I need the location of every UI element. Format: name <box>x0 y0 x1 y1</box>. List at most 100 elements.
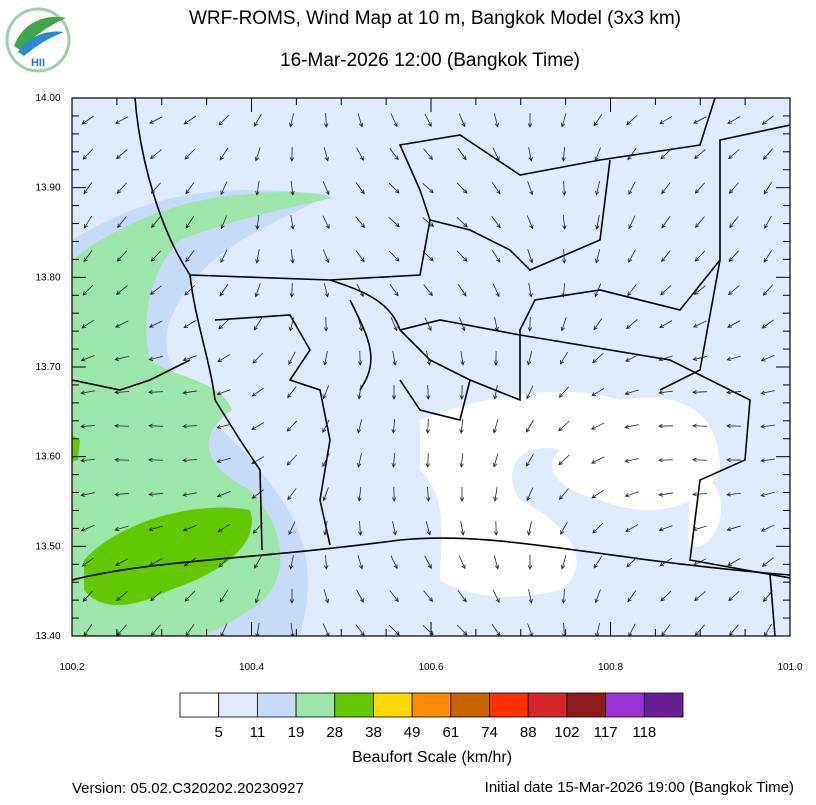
lat-label: 14.00 <box>35 93 60 104</box>
wind-arrow <box>323 147 330 162</box>
wind-arrow <box>626 556 638 568</box>
wind-arrow <box>527 316 533 332</box>
wind-arrow <box>80 355 95 362</box>
wind-arrow <box>526 385 534 400</box>
wind-arrow <box>659 557 673 567</box>
legend-swatch <box>411 692 452 718</box>
wind-arrow <box>661 216 671 229</box>
wind-arrow <box>149 285 162 295</box>
wind-arrow <box>593 555 603 569</box>
wind-arrow <box>388 250 400 262</box>
wind-arrow <box>693 149 706 160</box>
wind-arrow <box>661 182 671 195</box>
wind-arrow <box>692 389 708 395</box>
wind-arrow <box>595 181 600 196</box>
wind-arrow <box>456 216 468 228</box>
wind-arrow <box>254 113 262 127</box>
wind-arrow <box>491 181 501 195</box>
wind-arrow <box>728 182 739 195</box>
wind-arrow <box>254 555 262 569</box>
title: WRF-ROMS, Wind Map at 10 m, Bangkok Mode… <box>189 8 681 29</box>
wind-arrow <box>323 589 330 604</box>
wind-arrow <box>389 590 399 603</box>
wind-arrow <box>692 423 708 428</box>
wind-arrow <box>357 350 363 366</box>
legend-swatch <box>450 692 490 718</box>
wind-arrow <box>423 148 433 161</box>
wind-arrow <box>527 181 534 196</box>
wind-arrow <box>526 487 534 502</box>
wind-arrow <box>528 589 533 604</box>
initial-date: Initial date 15-Mar-2026 19:00 (Bangkok … <box>485 779 794 796</box>
wind-arrow <box>458 113 466 128</box>
wind-arrow <box>254 147 261 162</box>
wind-arrow <box>527 623 534 636</box>
wind-arrow <box>355 182 365 195</box>
wind-arrow <box>594 589 601 604</box>
wind-arrow <box>116 624 127 636</box>
wind-arrow <box>322 181 330 196</box>
wind-arrow <box>693 285 706 295</box>
wind-arrow <box>251 387 264 397</box>
legend-label: 74 <box>481 724 498 741</box>
wind-arrow <box>726 492 742 497</box>
wind-arrow <box>526 351 533 366</box>
wind-arrow <box>527 112 533 128</box>
wind-arrow <box>760 524 775 532</box>
wind-arrow <box>80 390 95 395</box>
wind-arrow <box>424 113 432 128</box>
wind-arrow <box>290 215 295 230</box>
wind-arrow <box>357 385 362 400</box>
wind-arrow <box>357 419 363 434</box>
wind-arrow <box>456 182 468 194</box>
wind-arrow <box>184 590 196 602</box>
wind-arrow <box>760 354 775 362</box>
wind-arrow <box>491 249 501 263</box>
wind-arrow <box>422 182 434 194</box>
wind-arrow <box>218 556 230 568</box>
wind-arrow <box>457 590 467 603</box>
wind-arrow <box>659 115 673 125</box>
wind-arrow <box>289 588 295 604</box>
wind-arrow <box>426 486 431 502</box>
wind-arrow <box>627 284 637 297</box>
wind-arrow <box>729 216 739 229</box>
wind-arrow <box>560 555 567 570</box>
wind-arrow <box>83 182 93 195</box>
wind-arrow <box>560 521 568 535</box>
wind-arrow <box>114 390 130 395</box>
wind-arrow <box>185 215 195 229</box>
wind-arrow <box>83 250 93 263</box>
wind-arrow <box>391 418 396 434</box>
wind-arrow <box>251 456 265 464</box>
wind-arrow <box>423 284 433 297</box>
legend-label: 49 <box>404 724 421 741</box>
wind-arrow <box>392 521 397 536</box>
wind-arrow <box>322 487 329 502</box>
lat-label: 13.80 <box>35 272 60 283</box>
wind-arrow <box>625 524 639 532</box>
wind-arrow <box>148 423 164 429</box>
wind-arrow <box>116 591 128 602</box>
wind-arrow <box>660 148 672 160</box>
wind-arrow <box>286 420 298 432</box>
wind-arrow <box>148 390 164 395</box>
wind-arrow <box>149 558 163 566</box>
wind-arrow <box>220 623 228 636</box>
wind-arrow <box>182 458 198 463</box>
wind-arrow <box>627 590 637 603</box>
wind-arrow <box>81 115 94 125</box>
legend-label: 118 <box>632 724 656 741</box>
wind-arrow <box>357 113 364 128</box>
wind-arrow <box>220 215 227 230</box>
wind-arrow <box>290 623 295 636</box>
wind-arrow <box>591 489 605 499</box>
legend-swatch <box>218 692 258 718</box>
wind-arrow <box>255 249 260 264</box>
wind-arrow <box>694 182 706 194</box>
wind-arrow <box>560 113 567 128</box>
legend-swatch <box>566 692 607 718</box>
wind-arrow <box>527 554 533 570</box>
wind-arrow <box>595 623 600 636</box>
